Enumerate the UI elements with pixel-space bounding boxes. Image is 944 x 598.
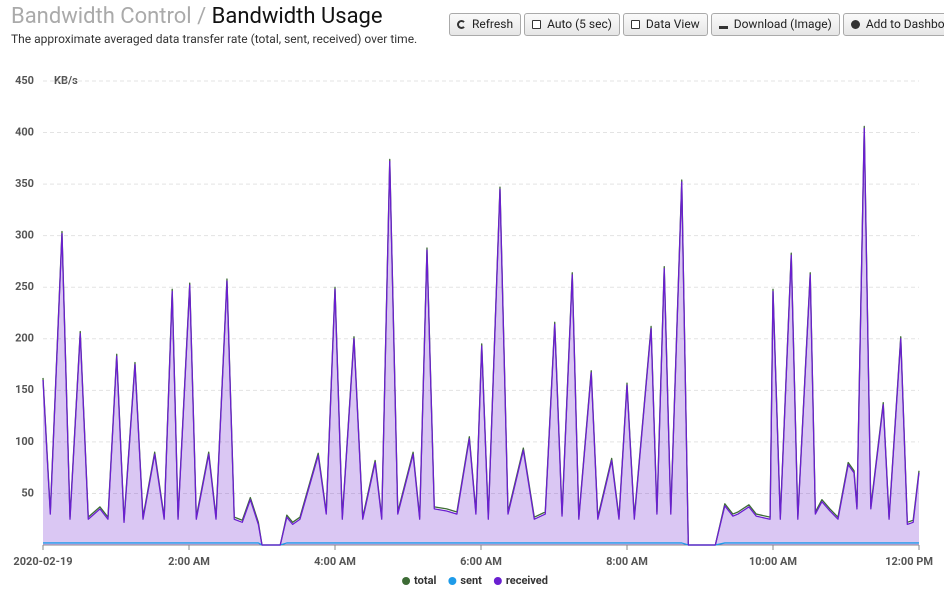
add-icon — [850, 20, 860, 29]
breadcrumb[interactable]: Bandwidth Control — [11, 4, 192, 29]
button-label: Refresh — [472, 17, 514, 31]
download-button[interactable]: Download (Image) — [710, 13, 840, 36]
add-to-dashboard-button[interactable]: Add to Dashboard — [842, 13, 944, 36]
data-view-toggle[interactable]: Data View — [622, 13, 708, 36]
refresh-button[interactable]: Refresh — [449, 13, 522, 36]
checkbox — [532, 20, 542, 29]
y-tick-label: 300 — [15, 229, 34, 242]
legend-label: total — [414, 574, 436, 587]
y-tick-label: 150 — [15, 383, 34, 396]
x-tick-label: 8:00 AM — [606, 555, 648, 568]
subtitle: The approximate averaged data transfer r… — [11, 32, 418, 46]
legend: total sent received — [402, 574, 548, 587]
x-tick-label: 2:00 AM — [168, 555, 210, 568]
separator: / — [197, 4, 207, 29]
refresh-icon — [457, 20, 466, 29]
series-line — [43, 542, 919, 546]
button-label: Auto (5 sec) — [547, 17, 612, 31]
y-unit-label: KB/s — [54, 74, 78, 87]
button-label: Add to Dashboard — [865, 17, 944, 31]
button-label: Data View — [645, 17, 700, 31]
series-line — [42, 127, 920, 546]
x-tick-label: 12:00 PM — [885, 555, 933, 568]
toolbar: Refresh Auto (5 sec) Data View Download (Im… — [449, 13, 944, 37]
y-tick-label: 350 — [15, 177, 34, 190]
legend-label: received — [506, 574, 548, 587]
x-tick-label: 2020-02-19 — [13, 555, 72, 568]
y-tick-label: 400 — [15, 125, 34, 138]
x-tick-label: 4:00 AM — [314, 555, 356, 568]
legend-marker — [493, 577, 502, 585]
series-area — [43, 128, 919, 546]
legend-marker — [448, 577, 457, 585]
x-tick-label: 10:00 AM — [749, 555, 797, 568]
y-tick-label: 200 — [15, 332, 34, 345]
y-tick-label: 100 — [15, 435, 34, 448]
page-title: Bandwidth Control / Bandwidth Usage — [11, 3, 417, 31]
y-tick-label: 450 — [15, 74, 34, 87]
checkbox — [630, 20, 640, 29]
legend-label: sent — [460, 574, 482, 587]
button-label: Download (Image) — [733, 17, 832, 31]
title: Bandwidth Usage — [211, 4, 383, 29]
header: Bandwidth Control / Bandwidth Usage The … — [11, 3, 417, 46]
download-icon — [718, 20, 728, 29]
x-tick-label: 6:00 AM — [460, 555, 502, 568]
y-tick-label: 50 — [21, 486, 34, 499]
y-tick-label: 250 — [15, 280, 34, 293]
auto-refresh-toggle[interactable]: Auto (5 sec) — [524, 13, 620, 36]
legend-marker — [402, 577, 411, 585]
